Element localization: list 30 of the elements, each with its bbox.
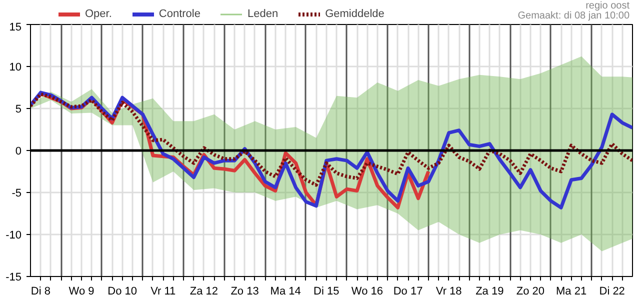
x-tick-label: Di 8 [30,286,50,298]
x-tick-label: Do 10 [108,286,138,298]
legend-label: Gemiddelde [325,8,384,20]
legend-label: Leden [247,8,278,20]
y-tick-label: 0 [15,146,22,158]
y-tick-label: 10 [9,62,22,74]
y-tick-label: 5 [15,104,22,116]
legend-label: Oper. [85,8,112,20]
x-tick-label: Di 22 [599,286,625,298]
x-tick-label: Ma 14 [270,286,301,298]
text: regio oost [586,0,630,12]
x-tick-label: Wo 16 [351,286,384,298]
y-tick-label: -15 [6,272,22,284]
y-tick-label: 15 [9,22,22,34]
x-tick-label: Za 19 [476,286,504,298]
x-tick-label: Wo 9 [68,286,94,298]
line-series [30,92,632,187]
x-tick-label: Ma 21 [556,286,587,298]
x-tick-label: Vr 11 [150,286,176,298]
x-tick-label: Di 15 [314,286,340,298]
x-tick-label: Vr 18 [436,286,462,298]
y-tick-label: -5 [12,188,22,200]
x-tick-label: Zo 13 [230,286,259,298]
x-tick-label: Do 17 [393,286,423,298]
legend-label: Controle [158,8,200,20]
x-tick-label: Za 12 [190,286,218,298]
line-series [30,90,632,210]
text: Gemaakt: di 08 jan 10:00 [518,10,630,22]
y-tick-label: -10 [6,230,22,242]
x-tick-label: Zo 20 [516,286,545,298]
